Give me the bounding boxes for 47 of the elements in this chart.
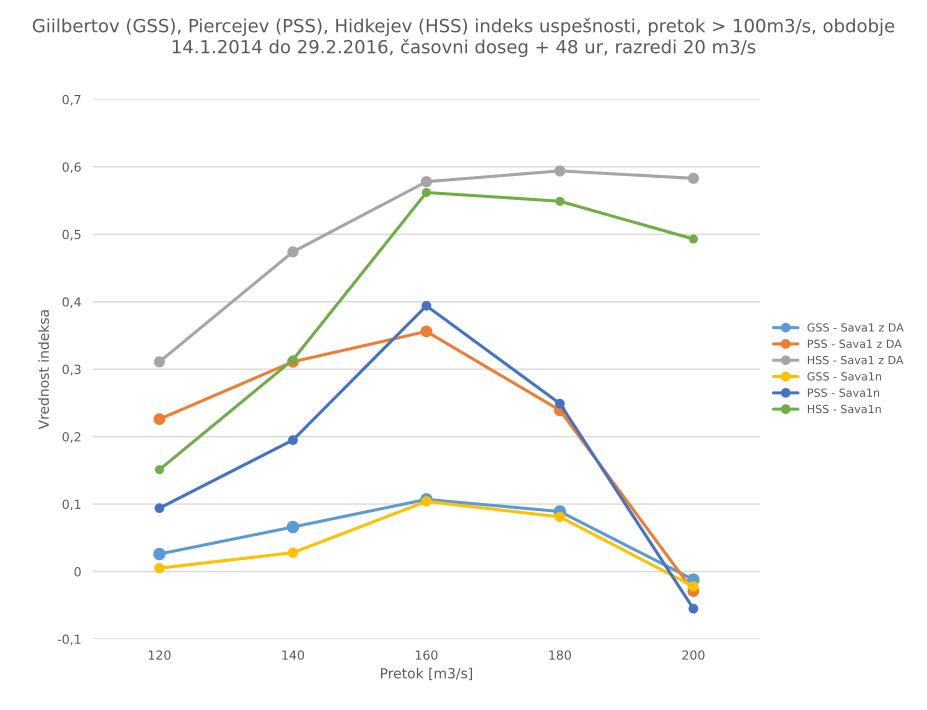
point (422, 188, 431, 197)
y-tick-label: 0,4 (62, 297, 81, 308)
x-tick-label: 180 (549, 650, 572, 660)
point (154, 413, 166, 426)
point (420, 176, 432, 188)
point (555, 196, 564, 206)
y-tick-label: 0,5 (62, 230, 80, 240)
y-tick-label: 0,6 (62, 162, 81, 174)
point (554, 512, 566, 522)
point (154, 356, 165, 368)
legend-label: GSS - Sava1n (807, 372, 882, 381)
legend-label: HSS - Sava1n (808, 404, 881, 414)
x-axis-title: Pretok [m3/s] (380, 668, 472, 680)
x-tick-label: 200 (682, 650, 704, 660)
legend-label: GSS - Sava1 z DA (807, 323, 904, 332)
point (288, 435, 298, 445)
y-tick-label: 0 (74, 567, 81, 576)
point (154, 562, 165, 574)
y-tick-label: -0,1 (58, 634, 80, 646)
y-tick-label: 0,2 (62, 432, 80, 443)
y-tick-label: 0,7 (62, 94, 81, 106)
point (422, 300, 432, 311)
point (421, 496, 432, 507)
legend-label: HSS - Sava1 z DA (808, 356, 904, 364)
x-tick-label: 160 (416, 650, 438, 660)
point (288, 355, 298, 364)
point (555, 398, 565, 408)
y-tick-label: 0,1 (62, 500, 80, 510)
legend-label: PSS - Sava1n (808, 388, 880, 397)
y-axis-title: Vrednost indeksa (38, 310, 49, 430)
point (286, 520, 300, 534)
point (154, 503, 164, 514)
point (688, 234, 698, 244)
point (688, 581, 699, 592)
x-tick-label: 120 (148, 650, 171, 660)
point (153, 548, 166, 560)
legend-label: PSS - Sava1 z DA (808, 340, 902, 348)
point (287, 246, 298, 258)
point (154, 465, 164, 474)
point (688, 604, 698, 614)
point (554, 165, 566, 176)
y-tick-label: 0,3 (62, 364, 81, 376)
point (688, 172, 699, 184)
point (420, 326, 432, 338)
point (288, 547, 298, 558)
chart-title: Giilbertov (GSS), Piercejev (PSS), Hidkejev (HSS) indeks uspešnosti, pretok > 100m3/s, obdobje 14.1.2014 do 29.2.2016, časovni doseg + 48 ur, razredi 20 m3/s (32, 18, 894, 58)
x-tick-label: 140 (282, 650, 304, 660)
